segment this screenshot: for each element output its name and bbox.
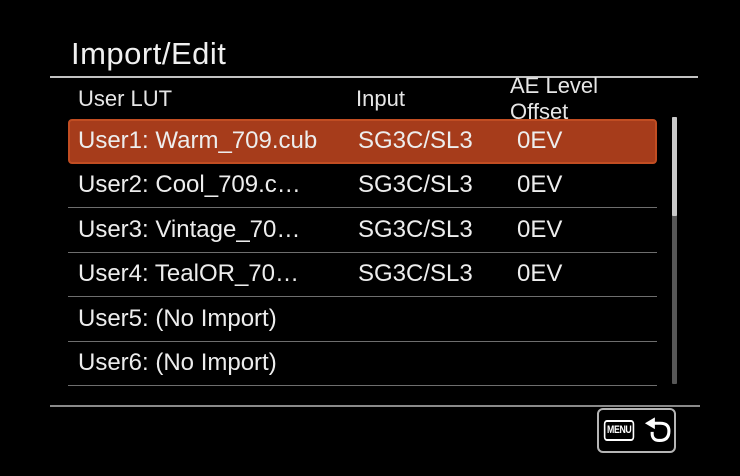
lut-name-cell: User4: TealOR_70…: [78, 260, 299, 288]
back-arrow-icon: [644, 417, 671, 443]
column-header-ae-level-offset: AE Level Offset: [510, 73, 599, 124]
lut-list: User1: Warm_709.cub SG3C/SL3 0EV User2: …: [68, 119, 657, 386]
column-header-input: Input: [356, 86, 405, 111]
menu-badge-icon: MENU: [604, 420, 635, 441]
column-header-user-lut: User LUT: [78, 86, 173, 111]
lut-name-cell: User5: (No Import): [78, 304, 277, 332]
input-cell: SG3C/SL3: [358, 171, 473, 199]
input-cell: SG3C/SL3: [358, 127, 473, 155]
lut-name-cell: User1: Warm_709.cub: [78, 127, 318, 155]
lut-name-cell: User6: (No Import): [78, 349, 277, 377]
footer-divider: [50, 405, 700, 407]
lut-name-cell: User3: Vintage_70…: [78, 215, 301, 243]
title-divider: [50, 76, 698, 78]
lut-row-user4[interactable]: User4: TealOR_70… SG3C/SL3 0EV: [68, 253, 657, 297]
lut-row-user6[interactable]: User6: (No Import): [68, 342, 657, 386]
ae-offset-cell: 0EV: [517, 215, 563, 243]
lut-name-cell: User2: Cool_709.c…: [78, 171, 301, 199]
back-button[interactable]: MENU: [597, 408, 676, 453]
scrollbar-thumb[interactable]: [672, 117, 677, 216]
lut-row-user2[interactable]: User2: Cool_709.c… SG3C/SL3 0EV: [68, 164, 657, 208]
lut-row-user5[interactable]: User5: (No Import): [68, 297, 657, 342]
ae-offset-cell: 0EV: [517, 260, 563, 288]
ae-offset-cell: 0EV: [517, 171, 563, 199]
page-title: Import/Edit: [71, 36, 227, 71]
scrollbar[interactable]: [672, 117, 677, 384]
table-header: User LUT Input AE Level Offset: [68, 73, 657, 124]
input-cell: SG3C/SL3: [358, 215, 473, 243]
ae-offset-cell: 0EV: [517, 127, 563, 155]
lut-row-user1[interactable]: User1: Warm_709.cub SG3C/SL3 0EV: [68, 119, 657, 164]
lut-row-user3[interactable]: User3: Vintage_70… SG3C/SL3 0EV: [68, 208, 657, 253]
input-cell: SG3C/SL3: [358, 260, 473, 288]
